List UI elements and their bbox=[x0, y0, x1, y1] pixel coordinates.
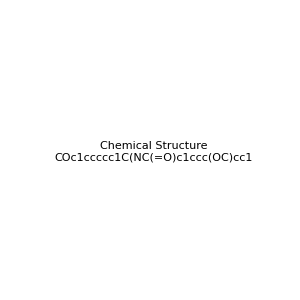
Text: Chemical Structure
COc1ccccc1C(NC(=O)c1ccc(OC)cc1: Chemical Structure COc1ccccc1C(NC(=O)c1c… bbox=[55, 141, 253, 162]
